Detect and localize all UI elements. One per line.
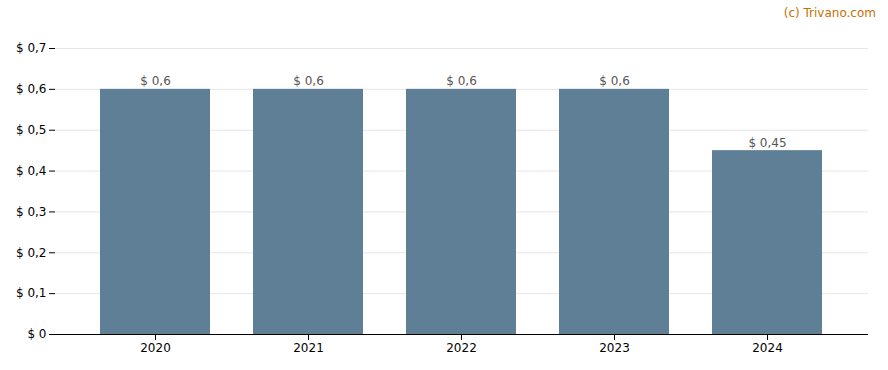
svg-text:$ 0,7: $ 0,7: [16, 41, 47, 55]
svg-text:$ 0: $ 0: [27, 327, 46, 341]
html-text:(c) Trivano.com: (c) Trivano.com: [783, 6, 876, 20]
svg-text:$ 0,5: $ 0,5: [16, 123, 47, 137]
svg-text:$ 0,45: $ 0,45: [748, 136, 786, 150]
svg-text:$ 0,4: $ 0,4: [16, 164, 47, 178]
svg-text:2022: 2022: [446, 341, 477, 355]
svg-text:$ 0,6: $ 0,6: [599, 74, 630, 88]
svg-text:$ 0,6: $ 0,6: [446, 74, 477, 88]
svg-text:2021: 2021: [293, 341, 324, 355]
svg-text:2020: 2020: [140, 341, 171, 355]
svg-text:$ 0,6: $ 0,6: [16, 82, 47, 96]
svg-text:2023: 2023: [599, 341, 630, 355]
svg-text:$ 0,2: $ 0,2: [16, 246, 47, 260]
svg-text:$ 0,6: $ 0,6: [293, 74, 324, 88]
svg-text:$ 0,6: $ 0,6: [140, 74, 171, 88]
svg-text:2024: 2024: [752, 341, 783, 355]
svg-text:$ 0,3: $ 0,3: [16, 205, 47, 219]
svg-text:$ 0,1: $ 0,1: [16, 286, 47, 300]
